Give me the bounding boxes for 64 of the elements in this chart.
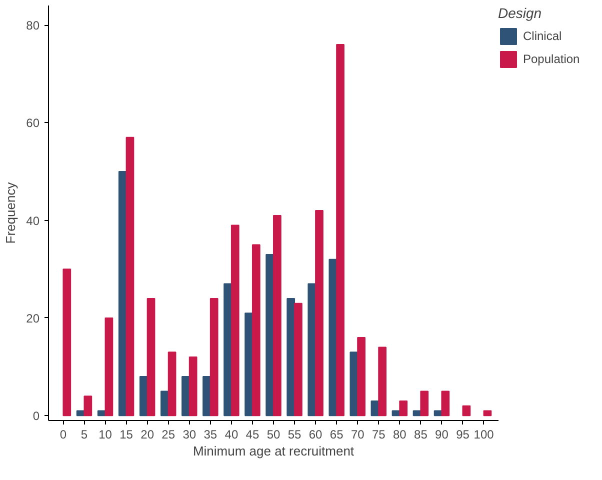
y-axis-title: Frequency	[3, 182, 18, 244]
x-axis-title: Minimum age at recruitment	[192, 444, 354, 458]
bar	[210, 298, 218, 416]
bar	[224, 283, 232, 416]
bar	[182, 376, 190, 416]
bar	[294, 302, 302, 416]
bar	[286, 298, 296, 416]
x-tick-label: 5	[80, 428, 88, 442]
bar	[126, 136, 134, 416]
x-tick-label: 55	[288, 428, 302, 442]
bar	[244, 312, 253, 416]
bar	[266, 254, 274, 416]
bar	[336, 44, 344, 416]
bar	[139, 376, 148, 416]
x-tick-label: 80	[392, 428, 407, 442]
x-tick-label: 30	[182, 428, 196, 442]
x-tick-label: 90	[435, 428, 449, 442]
bar	[378, 346, 386, 416]
bar	[441, 390, 450, 416]
x-tick-label: 60	[308, 428, 323, 442]
bar	[160, 390, 169, 416]
x-tick-label: 85	[414, 428, 428, 442]
bar	[168, 352, 176, 416]
x-tick-label: 50	[266, 428, 280, 442]
x-tick-label: 35	[204, 428, 218, 442]
bar	[146, 298, 156, 416]
legend-label: Population	[523, 52, 580, 66]
x-tick-label: 25	[162, 428, 176, 442]
bar	[483, 410, 492, 416]
bar	[308, 283, 316, 416]
y-tick-label: 0	[32, 409, 40, 424]
y-tick-label: 40	[26, 214, 40, 228]
x-tick-label: 10	[98, 428, 112, 442]
x-tick-label: 45	[246, 428, 260, 442]
bar	[462, 405, 471, 416]
legend-title: Design	[498, 5, 543, 21]
x-tick-label: 65	[330, 428, 344, 442]
y-tick-label: 60	[26, 116, 40, 130]
bar	[202, 376, 211, 416]
bar	[357, 337, 366, 416]
bar	[84, 396, 92, 416]
bar	[315, 210, 324, 416]
bar	[230, 224, 240, 416]
x-tick-label: 20	[140, 428, 154, 442]
x-tick-label: 70	[350, 428, 365, 442]
legend-label: Clinical	[523, 29, 562, 43]
bar	[273, 214, 282, 416]
x-tick-label: 15	[120, 428, 134, 442]
x-tick-label: 100	[474, 428, 494, 442]
bar	[399, 400, 408, 416]
bar	[252, 244, 260, 416]
x-tick-label: 75	[372, 428, 386, 442]
x-tick-label: 95	[456, 428, 470, 442]
x-tick-label: 40	[224, 428, 238, 442]
bar	[328, 258, 338, 416]
bar	[188, 356, 198, 416]
y-tick-label: 20	[26, 311, 40, 326]
bar	[62, 268, 72, 416]
bar	[118, 171, 127, 416]
bar	[104, 317, 114, 416]
bar	[97, 410, 106, 416]
y-tick-label: 80	[26, 18, 40, 33]
x-tick-label: 0	[60, 428, 67, 442]
bar	[420, 390, 429, 416]
